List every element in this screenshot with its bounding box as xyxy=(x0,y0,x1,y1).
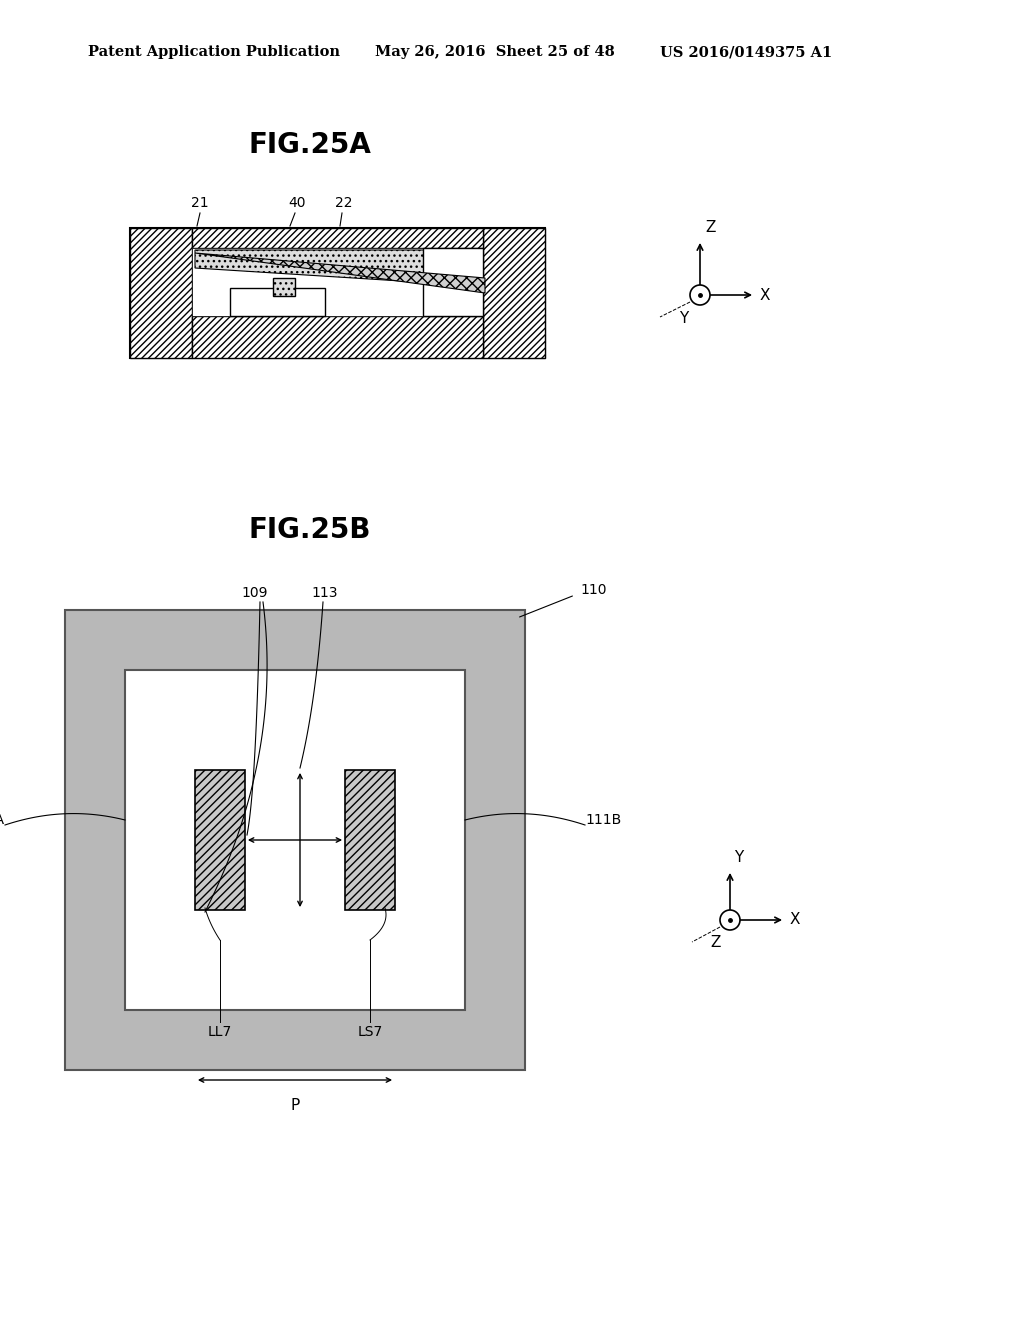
Bar xyxy=(130,228,545,358)
Text: LS7: LS7 xyxy=(357,1026,383,1039)
Bar xyxy=(193,248,483,315)
Text: Z: Z xyxy=(705,220,716,235)
Text: US 2016/0149375 A1: US 2016/0149375 A1 xyxy=(660,45,833,59)
Text: 111B: 111B xyxy=(585,813,622,828)
Polygon shape xyxy=(195,253,485,293)
Text: May 26, 2016  Sheet 25 of 48: May 26, 2016 Sheet 25 of 48 xyxy=(375,45,614,59)
Text: P: P xyxy=(291,1098,300,1113)
Text: 111A: 111A xyxy=(0,813,5,828)
Text: 22: 22 xyxy=(335,195,352,210)
Bar xyxy=(193,228,483,248)
Text: Z: Z xyxy=(711,935,721,950)
Text: LL7: LL7 xyxy=(208,1026,232,1039)
Bar xyxy=(130,228,193,358)
Text: 109: 109 xyxy=(242,586,268,601)
Bar xyxy=(423,248,483,315)
Polygon shape xyxy=(195,249,480,286)
Bar xyxy=(193,315,483,358)
Bar xyxy=(483,228,545,358)
Circle shape xyxy=(690,285,710,305)
Text: 113: 113 xyxy=(311,586,338,601)
Text: Patent Application Publication: Patent Application Publication xyxy=(88,45,340,59)
Circle shape xyxy=(720,909,740,931)
Text: Y: Y xyxy=(679,312,688,326)
Text: X: X xyxy=(760,288,770,302)
Text: 110: 110 xyxy=(580,583,606,597)
Bar xyxy=(230,288,325,315)
Bar xyxy=(273,279,295,296)
Text: Y: Y xyxy=(734,850,743,865)
Text: 21: 21 xyxy=(191,195,209,210)
Text: 40: 40 xyxy=(288,195,306,210)
Bar xyxy=(65,610,525,1071)
Text: FIG.25A: FIG.25A xyxy=(249,131,372,158)
Text: FIG.25B: FIG.25B xyxy=(249,516,372,544)
Bar xyxy=(345,770,395,909)
Bar xyxy=(125,671,465,1010)
Text: X: X xyxy=(790,912,801,928)
Bar xyxy=(195,770,245,909)
